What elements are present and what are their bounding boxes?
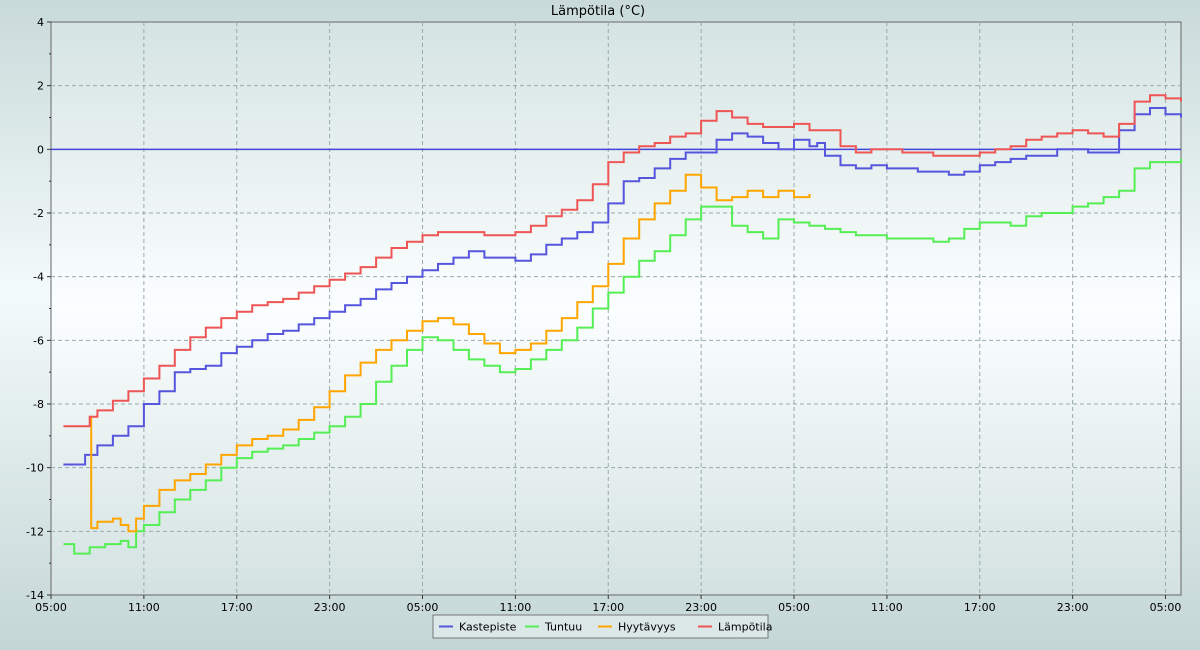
y-tick-label: 0 — [37, 143, 44, 156]
x-tick-label: 17:00 — [221, 601, 253, 614]
y-tick-label: -12 — [26, 525, 44, 538]
x-axis-ticks: 05:00 11:00 17:00 23:00 05:00 11:00 17:00 23:00… — [35, 595, 1181, 614]
x-tick-label: 11:00 — [500, 601, 532, 614]
x-tick-label: 17:00 — [964, 601, 996, 614]
x-tick-label: 11:00 — [871, 601, 903, 614]
x-tick-label: 05:00 — [1150, 601, 1182, 614]
series-line-1 — [63, 158, 1182, 555]
series-lines — [63, 94, 1182, 555]
y-tick-label: 4 — [37, 16, 44, 29]
x-tick-label: 05:00 — [407, 601, 439, 614]
y-tick-label: -4 — [33, 271, 44, 284]
legend-label: Hyytävyys — [618, 621, 676, 634]
x-tick-label: 11:00 — [128, 601, 160, 614]
y-axis-ticks: 4 2 0 -2 -4 -6 -8 -10 -12 -14 — [26, 16, 51, 602]
x-tick-label: 05:00 — [778, 601, 810, 614]
series-line-3 — [63, 94, 1182, 428]
x-tick-label: 23:00 — [314, 601, 346, 614]
legend: Kastepiste Tuntuu Hyytävyys Lämpötila — [432, 614, 772, 639]
legend-label: Lämpötila — [718, 621, 772, 634]
y-tick-label: 2 — [37, 80, 44, 93]
series-line-0 — [63, 107, 1182, 466]
legend-label: Tuntuu — [544, 621, 582, 634]
series-line-2 — [89, 173, 811, 533]
plot-area — [50, 21, 1182, 596]
y-tick-label: -2 — [33, 207, 44, 220]
y-tick-label: -6 — [33, 334, 44, 347]
grid-lines — [51, 22, 1181, 595]
legend-label: Kastepiste — [459, 621, 517, 634]
y-tick-label: -14 — [26, 589, 44, 602]
chart-title: Lämpötila (°C) — [551, 4, 645, 19]
x-tick-label: 23:00 — [685, 601, 717, 614]
y-tick-label: -8 — [33, 398, 44, 411]
x-tick-label: 17:00 — [592, 601, 624, 614]
x-tick-label: 05:00 — [35, 601, 67, 614]
y-tick-label: -10 — [26, 462, 44, 475]
x-tick-label: 23:00 — [1057, 601, 1089, 614]
